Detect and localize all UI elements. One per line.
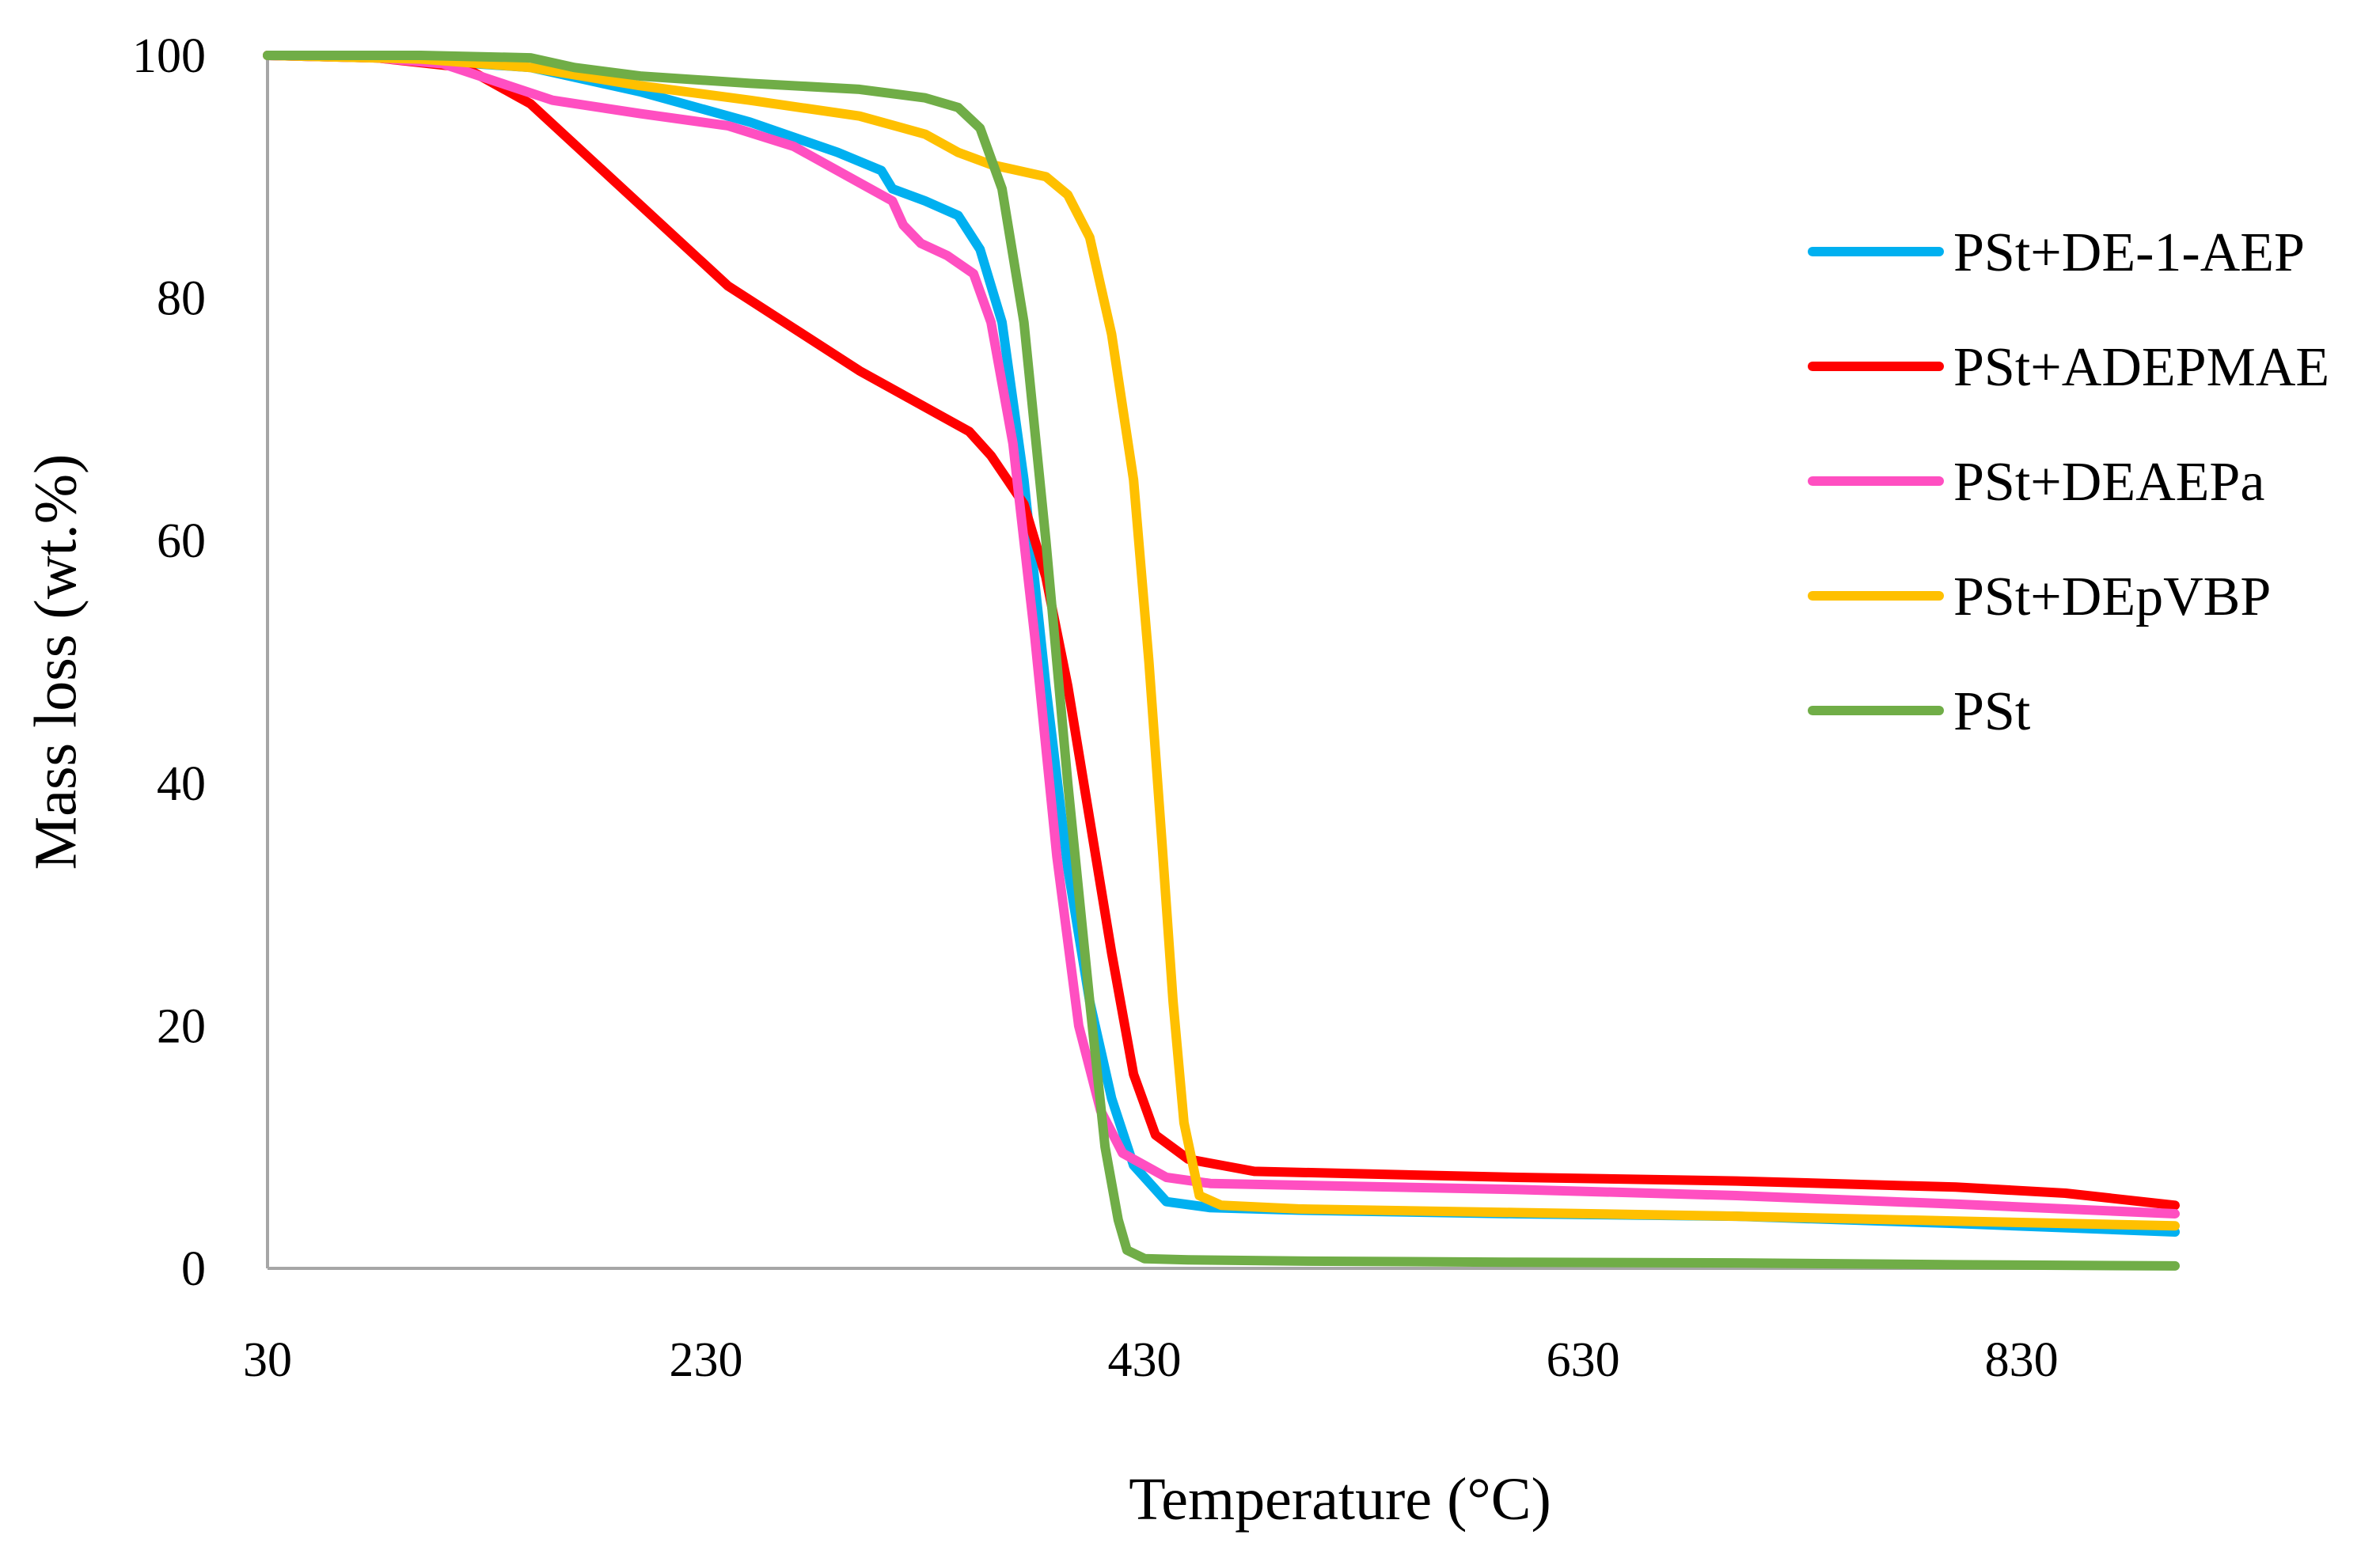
- y-axis-title: Mass loss (wt.%): [22, 454, 89, 870]
- y-tick-label: 100: [132, 29, 206, 83]
- legend: PSt+DE-1-AEP PSt+ADEPMAE PSt+DEAEPa PSt+DEp…: [1808, 222, 2329, 742]
- y-tick-label: 80: [157, 272, 206, 326]
- legend-label: PSt+DE-1-AEP: [1953, 222, 2305, 283]
- axes: [266, 55, 2175, 1270]
- y-tick-label: 20: [157, 999, 206, 1053]
- series-line-pst: [263, 51, 2180, 1271]
- series-line-pst-depvbp: [263, 51, 2180, 1231]
- y-tick-label: 40: [157, 757, 206, 811]
- x-axis-title: Temperature (°C): [1129, 1466, 1551, 1533]
- x-tick-label: 230: [670, 1333, 743, 1387]
- x-tick-label: 630: [1547, 1333, 1620, 1387]
- y-tick-label: 60: [157, 514, 206, 568]
- y-tick-label: 0: [181, 1242, 206, 1296]
- y-tick-labels: 0 20 40 60 80 100: [132, 29, 206, 1296]
- series-lines: [263, 51, 2180, 1271]
- x-tick-label: 430: [1108, 1333, 1182, 1387]
- series-line-pst-deaepa: [263, 51, 2180, 1219]
- series-line-pst-de-1-aep: [263, 51, 2180, 1237]
- legend-label: PSt: [1953, 681, 2031, 742]
- legend-label: PSt+DEAEPa: [1953, 452, 2264, 513]
- legend-label: PSt+ADEPMAE: [1953, 337, 2329, 398]
- x-tick-labels: 30 230 430 630 830: [243, 1333, 2059, 1387]
- legend-label: PSt+DEpVBP: [1953, 567, 2271, 627]
- series-line-pst-adepmae: [263, 51, 2180, 1211]
- x-tick-label: 30: [243, 1333, 292, 1387]
- x-tick-label: 830: [1985, 1333, 2059, 1387]
